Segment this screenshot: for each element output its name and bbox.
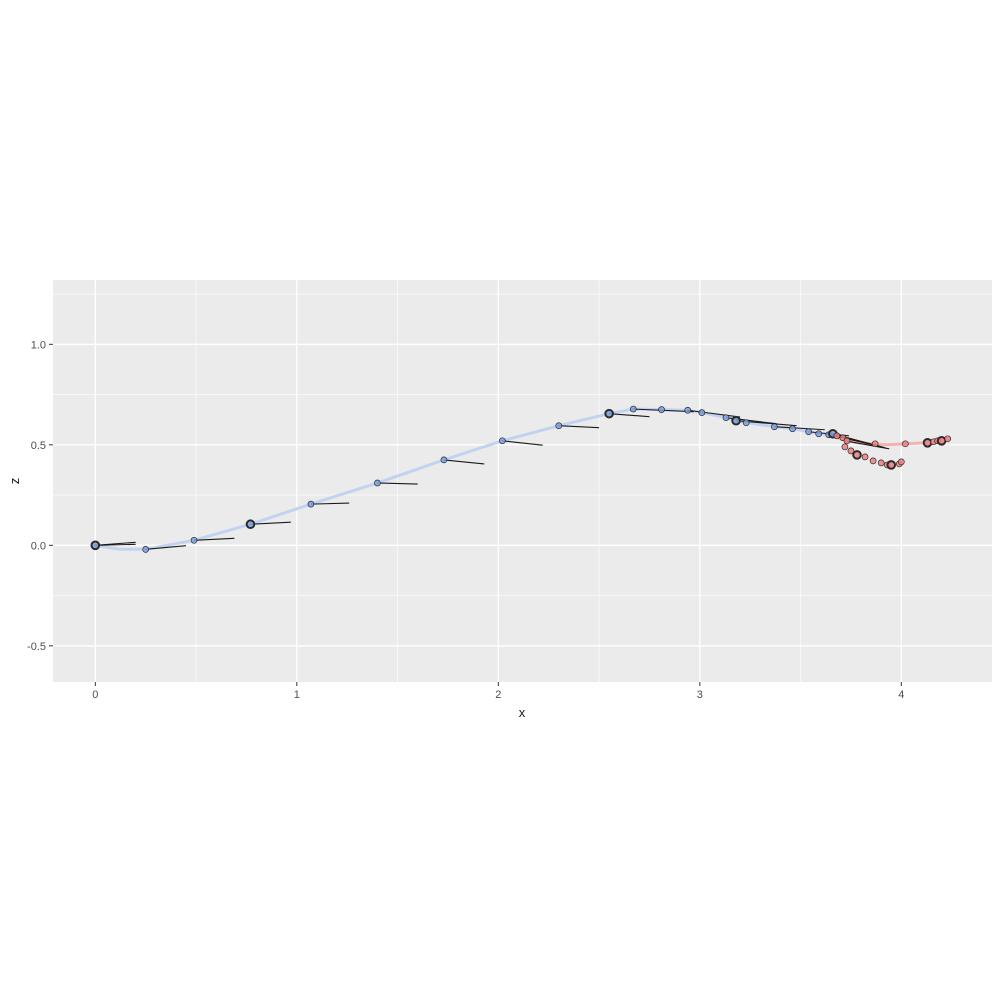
data-point [847, 447, 855, 455]
x-tick-label: 0 [92, 689, 98, 701]
plot-panel [53, 280, 992, 682]
key-point [604, 408, 614, 419]
data-point [555, 422, 563, 430]
data-point [658, 406, 665, 413]
y-axis-ticks: -0.5 0.0 0.5 1.0 [27, 339, 53, 653]
y-tick-label: 0.5 [31, 440, 46, 452]
y-axis-title: z [7, 478, 22, 485]
data-point [440, 456, 448, 464]
data-point [684, 406, 692, 414]
data-points [90, 405, 952, 553]
data-point [805, 428, 812, 436]
data-point [877, 459, 885, 467]
direction-segment [310, 502, 350, 505]
data-point [815, 430, 823, 438]
direction-segment [687, 409, 741, 418]
direction-segment [250, 521, 291, 525]
data-point [374, 479, 381, 487]
direction-segment [609, 413, 650, 418]
data-point [498, 437, 506, 445]
data-point [771, 423, 778, 431]
key-point [731, 415, 741, 426]
y-tick-label: 0.0 [31, 540, 46, 552]
data-point [843, 437, 851, 445]
data-point [142, 545, 150, 553]
key-point [886, 460, 897, 470]
data-point [841, 443, 849, 451]
x-axis-ticks: 0 1 2 3 4 [92, 682, 904, 701]
x-tick-label: 1 [294, 689, 300, 701]
key-point [936, 436, 947, 446]
direction-segment [774, 426, 825, 431]
data-point [629, 405, 637, 413]
key-point [922, 438, 933, 448]
data-point [722, 414, 730, 422]
data-point [944, 435, 952, 443]
x-tick-label: 3 [697, 689, 703, 701]
direction-segment [95, 543, 136, 546]
data-point [833, 432, 841, 440]
data-point [190, 536, 198, 544]
data-point [871, 440, 879, 448]
data-point [869, 457, 877, 465]
x-axis-title: x [519, 705, 526, 720]
data-point [902, 440, 909, 448]
direction-segment [502, 440, 543, 446]
y-tick-label: 1.0 [31, 339, 46, 351]
data-point [861, 453, 869, 461]
key-point [852, 450, 862, 460]
data-point [698, 409, 706, 417]
direction-segment [443, 459, 485, 465]
x-tick-label: 4 [898, 689, 904, 701]
data-point [897, 458, 905, 466]
grid-lines [53, 280, 992, 682]
direction-segment [194, 537, 235, 541]
direction-segment [145, 545, 187, 550]
direction-segment [558, 425, 600, 429]
key-point [245, 519, 256, 530]
data-point [742, 419, 750, 427]
direction-segment [844, 440, 890, 450]
x-tick-label: 2 [495, 689, 501, 701]
data-point [307, 500, 315, 508]
key-point [90, 540, 101, 551]
y-tick-label: -0.5 [27, 641, 46, 653]
direction-segment [377, 482, 418, 485]
data-point [789, 425, 796, 433]
